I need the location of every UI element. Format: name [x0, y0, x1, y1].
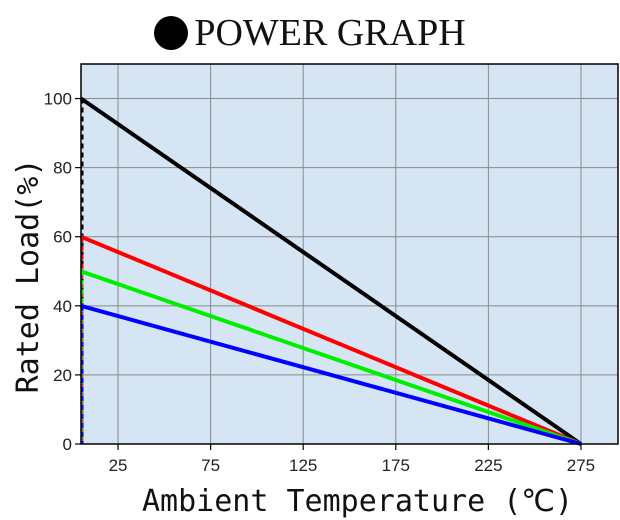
plot-frame	[80, 63, 619, 445]
x-axis-label: Ambient Temperature (℃)	[142, 484, 573, 519]
chart-title-wrap: POWER GRAPH	[0, 8, 620, 58]
x-tick-label: 175	[382, 456, 410, 475]
y-axis-ticks: 0 20 40 60 80 100	[44, 90, 81, 454]
x-tick-label: 225	[474, 456, 502, 475]
y-tick-label: 40	[53, 297, 72, 316]
chart-title: POWER GRAPH	[194, 12, 466, 54]
x-axis-ticks: 25 75 125 175 225 275	[109, 444, 595, 475]
series-line-4	[80, 303, 582, 446]
x-tick-label: 75	[201, 456, 220, 475]
y-tick-label: 0	[63, 435, 72, 454]
x-tick-label: 125	[289, 456, 317, 475]
x-tick-label: 25	[109, 456, 128, 475]
y-axis-label: Rated Load(%)	[11, 159, 46, 394]
series-line-1	[79, 96, 583, 446]
y-tick-label: 80	[53, 159, 72, 178]
y-tick-label: 100	[44, 90, 72, 109]
x-tick-label: 275	[567, 456, 595, 475]
y-tick-label: 20	[53, 366, 72, 385]
plot-area	[81, 64, 618, 444]
bullet-icon	[154, 16, 189, 50]
y-tick-label: 60	[53, 228, 72, 247]
series-lines	[79, 96, 583, 446]
series-line-3	[80, 269, 582, 446]
series-line-2	[80, 234, 582, 446]
